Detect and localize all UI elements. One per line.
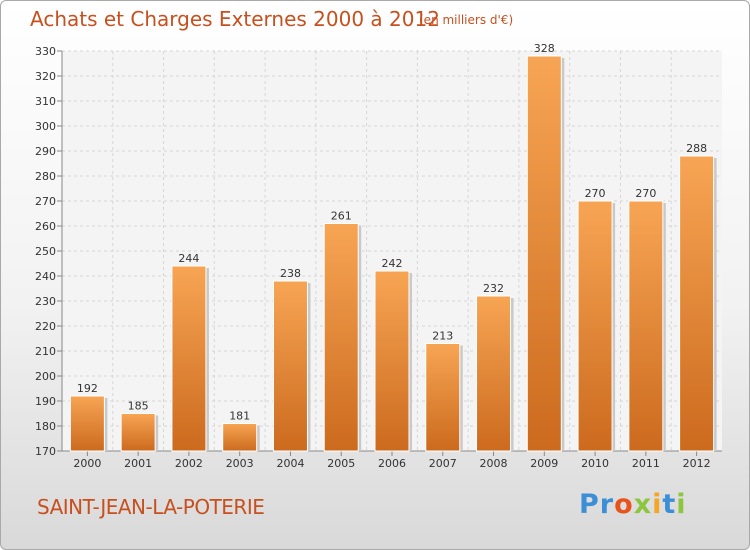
- value-label: 261: [331, 210, 352, 223]
- x-tick-label: 2005: [327, 457, 355, 470]
- y-tick-label: 320: [35, 70, 56, 83]
- x-tick-label: 2007: [429, 457, 457, 470]
- value-label: 270: [585, 187, 606, 200]
- x-tick-label: 2012: [683, 457, 711, 470]
- bar-2007: [425, 343, 461, 452]
- bar-2009: [526, 55, 562, 452]
- value-label: 288: [686, 142, 707, 155]
- x-tick-label: 2011: [632, 457, 660, 470]
- value-label: 238: [280, 267, 301, 280]
- y-tick-label: 200: [35, 370, 56, 383]
- x-tick-label: 2000: [73, 457, 101, 470]
- x-tick-label: 2001: [124, 457, 152, 470]
- value-label: 213: [432, 330, 453, 343]
- logo-letter: o: [614, 489, 634, 520]
- x-tick-label: 2008: [480, 457, 508, 470]
- bar-2003: [222, 423, 258, 452]
- bar-2006: [374, 270, 410, 452]
- y-tick-label: 180: [35, 420, 56, 433]
- y-tick-label: 280: [35, 170, 56, 183]
- y-tick-label: 210: [35, 345, 56, 358]
- value-label: 242: [382, 257, 403, 270]
- y-tick-label: 270: [35, 195, 56, 208]
- logo-letter: r: [599, 489, 615, 520]
- x-tick-label: 2009: [530, 457, 558, 470]
- bar-2012: [679, 155, 715, 452]
- value-label: 244: [178, 252, 199, 265]
- x-tick-label: 2003: [226, 457, 254, 470]
- logo-letter: t: [662, 489, 677, 520]
- commune-name: SAINT-JEAN-LA-POTERIE: [37, 495, 265, 519]
- y-tick-label: 290: [35, 145, 56, 158]
- bar-2004: [272, 280, 308, 452]
- value-label: 328: [534, 42, 555, 55]
- logo-letter: P: [579, 489, 600, 520]
- x-tick-label: 2004: [276, 457, 304, 470]
- y-tick-label: 220: [35, 320, 56, 333]
- bar-2002: [171, 265, 207, 452]
- value-label: 270: [635, 187, 656, 200]
- value-label: 232: [483, 282, 504, 295]
- value-label: 181: [229, 410, 250, 423]
- axes: 170 180 190 200 210 220 230 240 250 260 270 280 290 3…: [35, 45, 722, 470]
- value-labels: 192 185 244 181 238 261 242 213 232 328 270 270 288: [77, 42, 707, 423]
- y-tick-label: 250: [35, 245, 56, 258]
- logo-letter: x: [633, 489, 653, 520]
- y-tick-label: 240: [35, 270, 56, 283]
- logo-letter: i: [652, 489, 663, 520]
- bar-2010: [577, 200, 613, 452]
- y-tick-label: 260: [35, 220, 56, 233]
- y-tick-label: 230: [35, 295, 56, 308]
- y-tick-label: 190: [35, 395, 56, 408]
- y-tick-label: 300: [35, 120, 56, 133]
- bar-2011: [628, 200, 664, 452]
- bar-2000: [69, 395, 105, 452]
- y-tick-label: 310: [35, 95, 56, 108]
- x-tick-label: 2006: [378, 457, 406, 470]
- value-label: 185: [128, 400, 149, 413]
- bar-2008: [476, 295, 512, 452]
- x-tick-label: 2002: [175, 457, 203, 470]
- chart-title: Achats et Charges Externes 2000 à 2012: [30, 7, 440, 31]
- chart-subtitle: (en milliers d'€): [419, 13, 514, 27]
- value-label: 192: [77, 382, 98, 395]
- logo-letter: i: [676, 489, 687, 520]
- bar-2005: [323, 223, 359, 452]
- y-tick-label: 170: [35, 445, 56, 458]
- bars: [69, 55, 717, 452]
- proxiti-logo: Proxiti: [579, 489, 687, 520]
- y-tick-label: 330: [35, 45, 56, 58]
- x-tick-label: 2010: [581, 457, 609, 470]
- bar-2001: [120, 413, 156, 452]
